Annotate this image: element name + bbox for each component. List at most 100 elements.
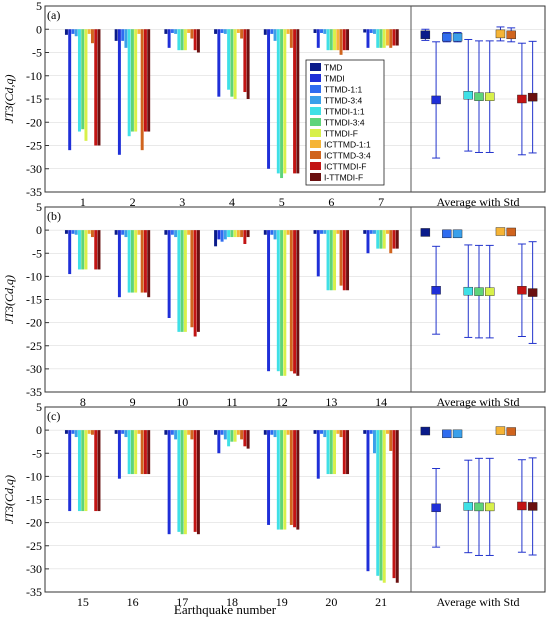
x-tick-label: 11 (226, 395, 238, 409)
bar (336, 29, 340, 51)
bar (77, 29, 81, 132)
y-tick-label: -15 (26, 293, 42, 307)
x-tick-label: 7 (378, 195, 384, 209)
bar (74, 29, 78, 37)
bar (77, 230, 81, 270)
bar (84, 430, 88, 512)
legend: TMDTMDITTMD-1:1TTMD-3:4TTMDI-1:1TTMDI-3:… (305, 59, 385, 186)
bar (373, 430, 376, 454)
bar (296, 230, 300, 376)
bar (389, 430, 393, 451)
y-axis-label: JT3(Cd,q) (2, 75, 16, 124)
legend-swatch (310, 118, 321, 126)
bar (190, 230, 194, 328)
mean-marker (527, 92, 538, 102)
bar (187, 29, 191, 33)
y-tick-label: -35 (26, 185, 42, 199)
bar (117, 29, 121, 155)
bar (97, 29, 101, 146)
bar (94, 230, 98, 270)
x-tick-label: 13 (325, 395, 337, 409)
bar (276, 230, 280, 372)
x-tick-label: 20 (325, 595, 337, 609)
bar (236, 29, 240, 33)
mean-marker (463, 286, 473, 296)
bar (71, 29, 75, 34)
x-tick-label: 3 (179, 195, 185, 209)
mean-marker (420, 228, 431, 237)
bar (293, 29, 297, 174)
y-axis-label: JT3(Cd,q) (2, 275, 16, 324)
x-tick-label: 15 (77, 595, 89, 609)
mean-marker (463, 91, 473, 100)
bar (220, 430, 224, 435)
bar (127, 230, 131, 293)
average-label: Average with Std (436, 595, 519, 609)
bar (323, 430, 327, 438)
y-tick-label: 5 (36, 200, 42, 214)
bar (196, 230, 200, 332)
bar (395, 430, 399, 583)
bar (366, 230, 370, 254)
bar (369, 430, 373, 434)
bar (289, 230, 293, 372)
bar (174, 230, 178, 238)
bar (196, 29, 200, 53)
mean-marker (506, 427, 516, 436)
bar (180, 29, 184, 51)
bar (84, 29, 88, 141)
bar (187, 230, 191, 235)
bar (164, 230, 168, 235)
bar (243, 230, 247, 244)
bar (240, 430, 244, 440)
y-tick-label: -20 (26, 516, 42, 530)
y-tick-label: -25 (26, 339, 42, 353)
bar (143, 430, 147, 475)
bar (270, 430, 274, 435)
legend-swatch (310, 173, 321, 181)
y-tick-label: 0 (36, 22, 42, 36)
bar (64, 230, 68, 234)
bar (386, 230, 389, 234)
y-tick-label: -15 (26, 92, 42, 106)
bar (124, 430, 128, 438)
mean-marker (452, 229, 463, 239)
bar (329, 430, 333, 475)
legend-swatch (310, 74, 321, 82)
bar (81, 230, 85, 270)
bar (373, 29, 376, 34)
bar (164, 430, 168, 435)
bar (339, 29, 343, 55)
bar (170, 430, 174, 435)
bar (90, 29, 94, 44)
bar (143, 230, 147, 293)
x-tick-label: 12 (276, 395, 288, 409)
legend-swatch (310, 107, 321, 115)
bar (329, 29, 333, 51)
y-axis-label: JT3(Cd,q) (2, 475, 16, 524)
bar (286, 29, 290, 34)
bar (346, 29, 350, 51)
average-label: Average with Std (436, 395, 519, 409)
bar (270, 29, 274, 34)
bar (323, 29, 327, 34)
bar (87, 430, 91, 434)
mean-marker (506, 227, 516, 237)
mean-marker (495, 426, 506, 435)
bar (289, 430, 293, 525)
bar (117, 230, 121, 298)
bar (183, 29, 187, 51)
bar (137, 430, 141, 434)
bar (263, 230, 267, 235)
bar (395, 230, 399, 249)
mean-marker (485, 502, 495, 512)
bar (233, 29, 237, 99)
bar (236, 230, 240, 238)
bar (376, 230, 380, 249)
legend-label: TMD (324, 63, 342, 73)
bar (389, 230, 393, 254)
bar (273, 430, 277, 438)
bar (193, 29, 197, 51)
y-tick-label: -10 (26, 269, 42, 283)
bar (97, 430, 101, 512)
